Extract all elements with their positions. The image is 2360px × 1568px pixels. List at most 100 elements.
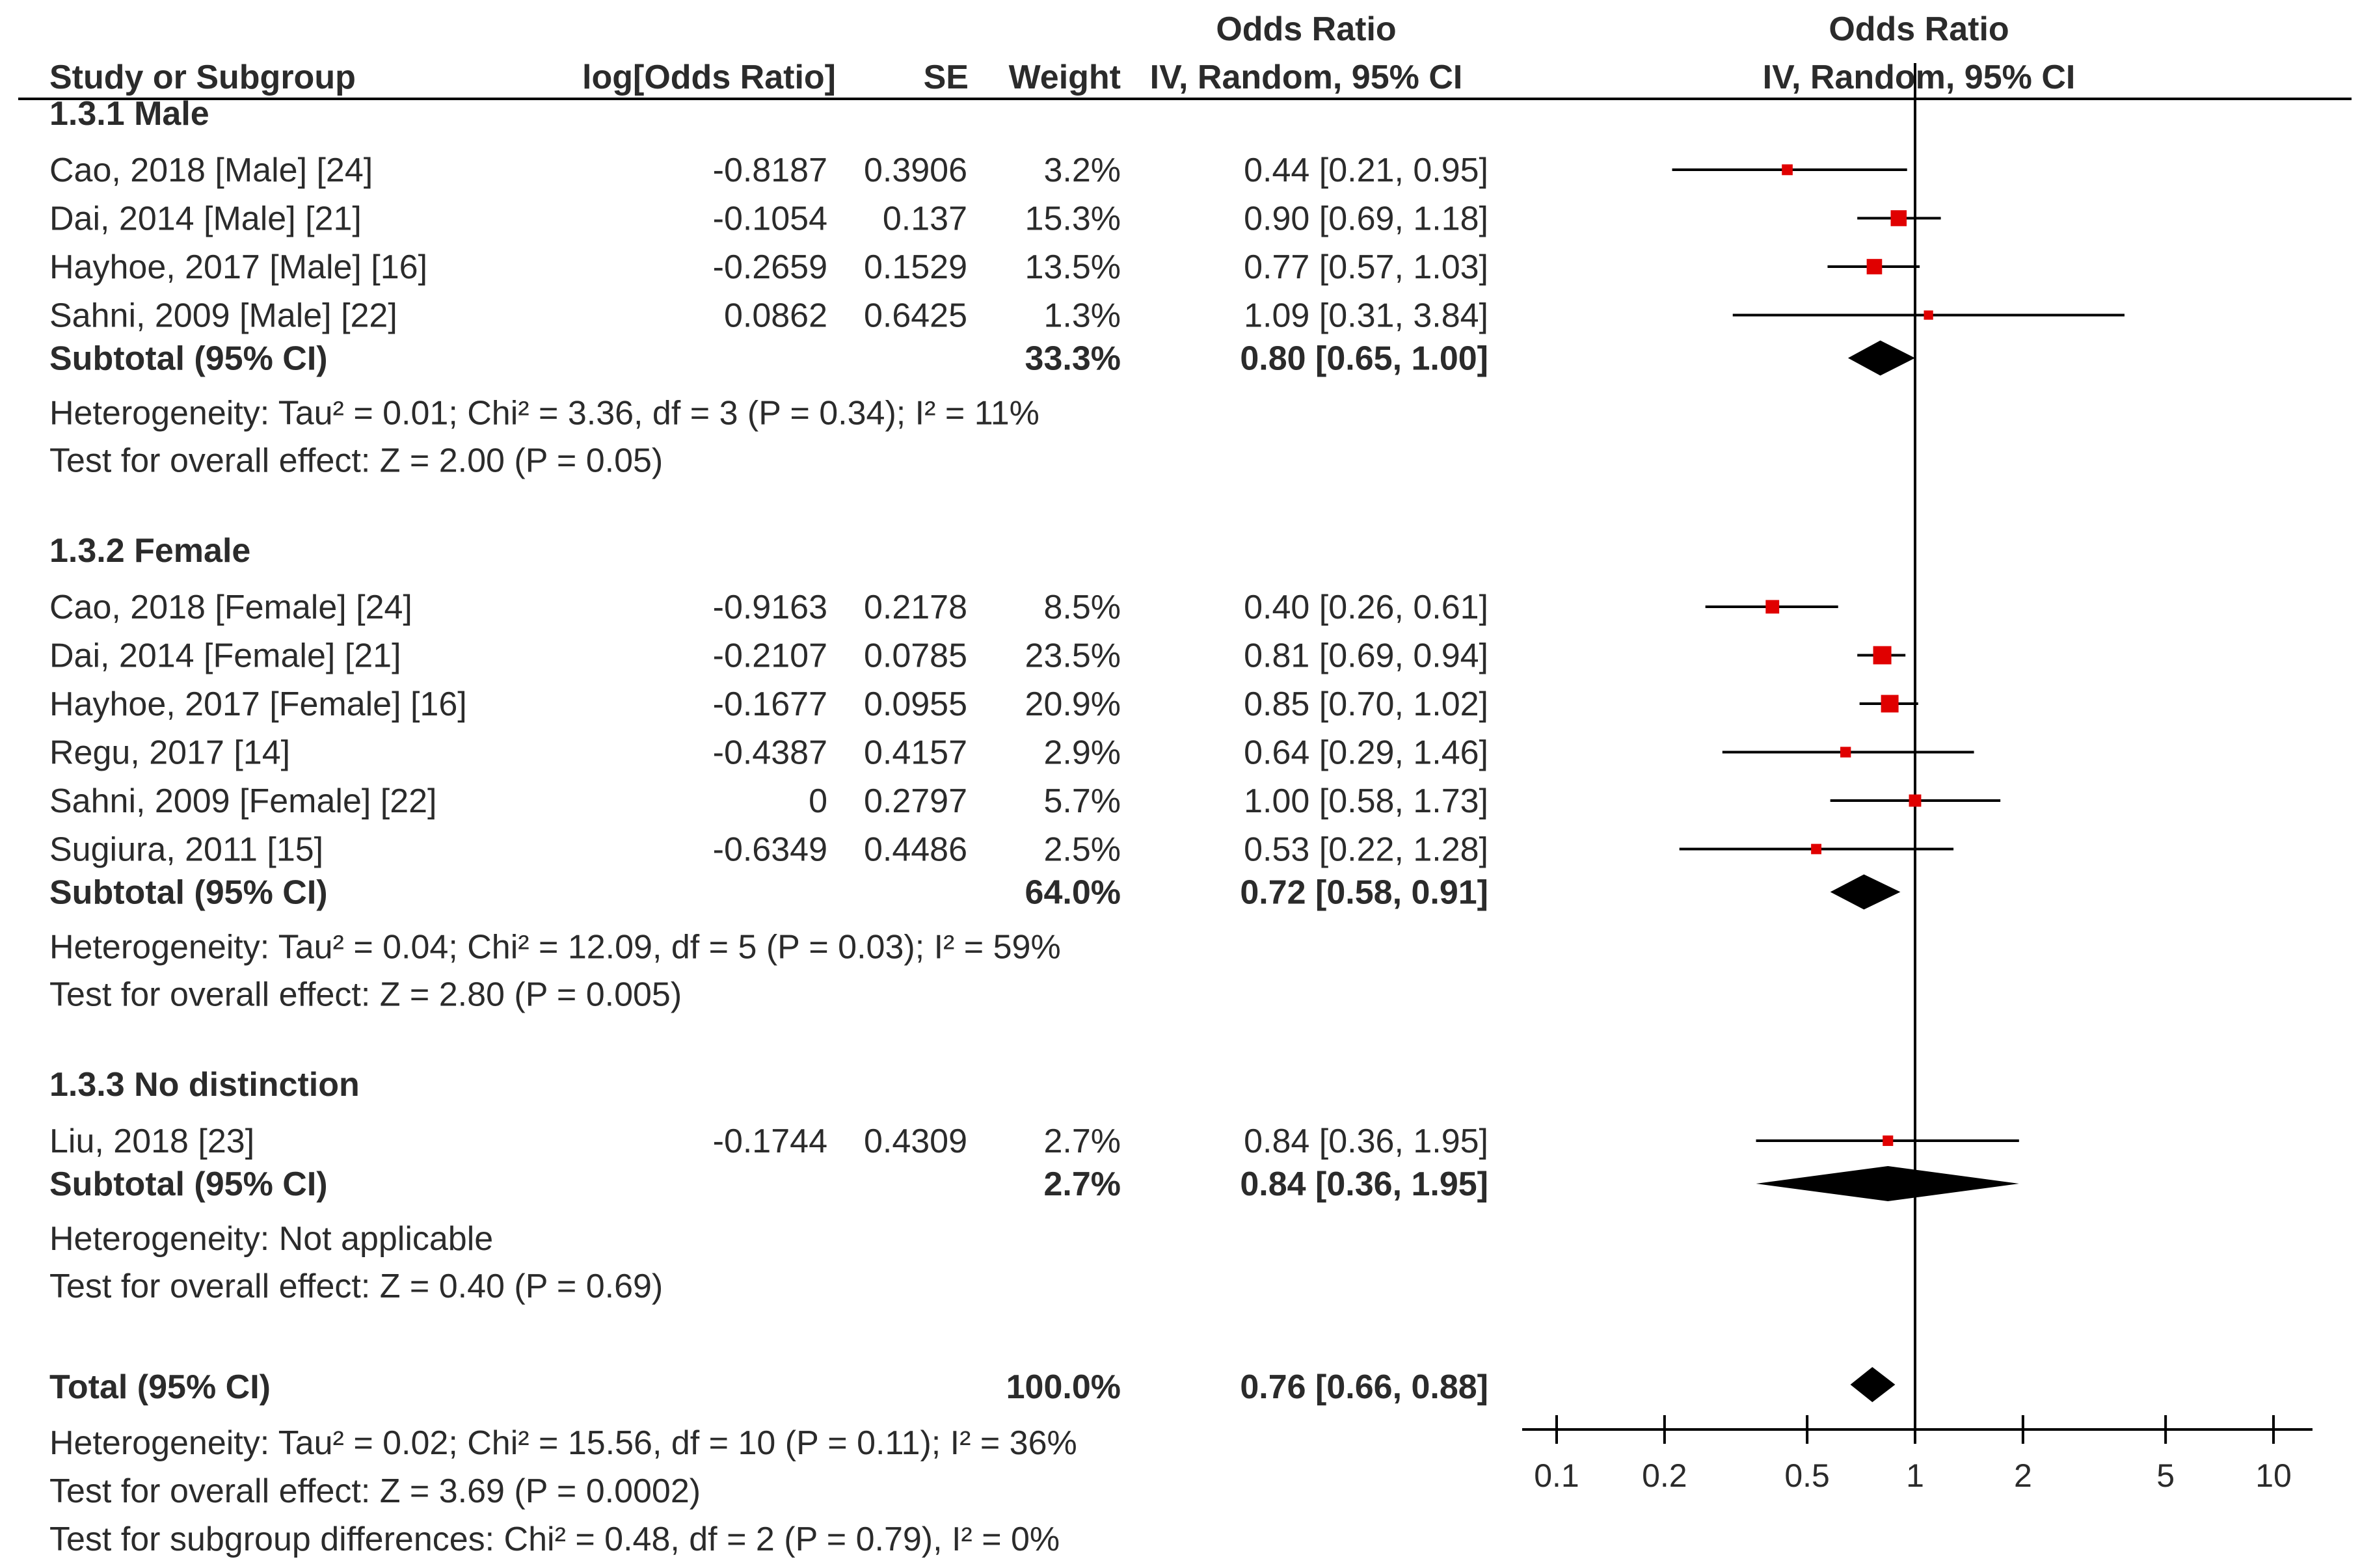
x-tick-label: 1 [1906, 1457, 1924, 1494]
group-overall-effect: Test for overall effect: Z = 2.80 (P = 0… [49, 976, 682, 1014]
study-weight: 15.3% [1025, 200, 1121, 238]
subtotal-ci: 0.84 [0.36, 1.95] [1240, 1165, 1488, 1203]
study-weight: 20.9% [1025, 685, 1121, 723]
study-weight: 2.5% [1043, 831, 1121, 869]
study-log-or: -0.1744 [713, 1123, 827, 1160]
study-ci: 0.40 [0.26, 0.61] [1244, 589, 1488, 626]
study-ci: 0.44 [0.21, 0.95] [1244, 152, 1488, 189]
total-diamond [1850, 1367, 1896, 1402]
study-ci: 0.64 [0.29, 1.46] [1244, 734, 1488, 772]
x-tick-label: 0.2 [1642, 1457, 1687, 1494]
study-ci: 0.85 [0.70, 1.02] [1244, 685, 1488, 723]
subtotal-label: Subtotal (95% CI) [49, 874, 328, 912]
study-name: Sahni, 2009 [Male] [22] [49, 297, 397, 335]
header-log-or: log[Odds Ratio] [582, 59, 836, 96]
group-overall-effect: Test for overall effect: Z = 2.00 (P = 0… [49, 442, 663, 480]
x-tick-label: 0.5 [1784, 1457, 1830, 1494]
header-weight: Weight [1009, 59, 1121, 96]
study-se: 0.4157 [864, 734, 967, 772]
subtotal-label: Subtotal (95% CI) [49, 340, 328, 378]
study-ci: 0.81 [0.69, 0.94] [1244, 637, 1488, 675]
group-title: 1.3.1 Male [49, 95, 209, 133]
study-weight: 13.5% [1025, 248, 1121, 286]
study-marker-2 [1866, 259, 1883, 274]
study-se: 0.6425 [864, 297, 967, 335]
study-name: Cao, 2018 [Female] [24] [49, 589, 412, 626]
study-weight: 5.7% [1043, 782, 1121, 820]
study-marker-8 [1909, 794, 1922, 807]
study-ci: 0.53 [0.22, 1.28] [1244, 831, 1488, 869]
study-log-or: -0.1677 [713, 685, 827, 723]
study-log-or: -0.9163 [713, 589, 827, 626]
study-log-or: 0 [809, 782, 827, 820]
total-overall-effect: Test for overall effect: Z = 3.69 (P = 0… [49, 1472, 701, 1510]
x-tick-label: 0.1 [1534, 1457, 1579, 1494]
study-weight: 1.3% [1043, 297, 1121, 335]
total-heterogeneity: Heterogeneity: Tau² = 0.02; Chi² = 15.56… [49, 1424, 1077, 1462]
study-log-or: -0.1054 [713, 200, 827, 238]
subtotal-label: Subtotal (95% CI) [49, 1165, 328, 1203]
study-name: Liu, 2018 [23] [49, 1123, 254, 1160]
study-se: 0.137 [883, 200, 967, 238]
study-name: Sahni, 2009 [Female] [22] [49, 782, 437, 820]
study-marker-4 [1765, 600, 1780, 614]
study-se: 0.4486 [864, 831, 967, 869]
study-log-or: -0.2107 [713, 637, 827, 675]
study-weight: 2.9% [1043, 734, 1121, 772]
header-plot-bottom: IV, Random, 95% CI [1763, 59, 2076, 96]
x-tick-label: 5 [2156, 1457, 2175, 1494]
header-or-bottom: IV, Random, 95% CI [1150, 59, 1463, 96]
study-ci: 0.90 [0.69, 1.18] [1244, 200, 1488, 238]
group-overall-effect: Test for overall effect: Z = 0.40 (P = 0… [49, 1268, 663, 1305]
group-title: 1.3.2 Female [49, 532, 250, 570]
study-se: 0.2178 [864, 589, 967, 626]
study-ci: 0.77 [0.57, 1.03] [1244, 248, 1488, 286]
study-weight: 2.7% [1043, 1123, 1121, 1160]
header-plot-top: Odds Ratio [1829, 10, 2009, 48]
study-log-or: -0.6349 [713, 831, 827, 869]
study-name: Cao, 2018 [Male] [24] [49, 152, 373, 189]
study-marker-7 [1840, 747, 1851, 758]
study-se: 0.3906 [864, 152, 967, 189]
subtotal-ci: 0.80 [0.65, 1.00] [1240, 340, 1488, 378]
study-log-or: -0.2659 [713, 248, 827, 286]
study-marker-1 [1890, 210, 1907, 226]
group-title: 1.3.3 No distinction [49, 1066, 360, 1104]
group-heterogeneity: Heterogeneity: Tau² = 0.01; Chi² = 3.36,… [49, 395, 1039, 432]
study-name: Regu, 2017 [14] [49, 734, 290, 772]
group-heterogeneity: Heterogeneity: Not applicable [49, 1220, 493, 1258]
study-name: Hayhoe, 2017 [Male] [16] [49, 248, 427, 286]
total-weight: 100.0% [1006, 1368, 1121, 1406]
study-se: 0.4309 [864, 1123, 967, 1160]
subtotal-diamond-1 [1830, 874, 1901, 910]
x-tick-label: 2 [2014, 1457, 2032, 1494]
subtotal-weight: 33.3% [1025, 340, 1121, 378]
study-marker-0 [1782, 164, 1793, 176]
study-marker-3 [1924, 310, 1933, 320]
study-ci: 0.84 [0.36, 1.95] [1244, 1123, 1488, 1160]
study-weight: 8.5% [1043, 589, 1121, 626]
header-or-top: Odds Ratio [1216, 10, 1396, 48]
header-study: Study or Subgroup [49, 59, 356, 96]
study-name: Dai, 2014 [Female] [21] [49, 637, 401, 675]
study-weight: 23.5% [1025, 637, 1121, 675]
study-se: 0.1529 [864, 248, 967, 286]
subtotal-ci: 0.72 [0.58, 0.91] [1240, 874, 1488, 912]
study-marker-10 [1883, 1135, 1894, 1147]
header-se: SE [924, 59, 969, 96]
study-marker-9 [1811, 844, 1822, 855]
study-ci: 1.00 [0.58, 1.73] [1244, 782, 1488, 820]
study-se: 0.0955 [864, 685, 967, 723]
subgroup-differences: Test for subgroup differences: Chi² = 0.… [49, 1521, 1060, 1558]
subtotal-weight: 2.7% [1043, 1165, 1121, 1203]
total-label: Total (95% CI) [49, 1368, 271, 1406]
study-log-or: 0.0862 [724, 297, 827, 335]
study-ci: 1.09 [0.31, 3.84] [1244, 297, 1488, 335]
subtotal-diamond-2 [1756, 1166, 2019, 1201]
x-tick-label: 10 [2255, 1457, 2292, 1494]
subtotal-diamond-0 [1847, 340, 1915, 376]
study-marker-6 [1881, 695, 1899, 713]
study-name: Dai, 2014 [Male] [21] [49, 200, 362, 238]
study-se: 0.2797 [864, 782, 967, 820]
